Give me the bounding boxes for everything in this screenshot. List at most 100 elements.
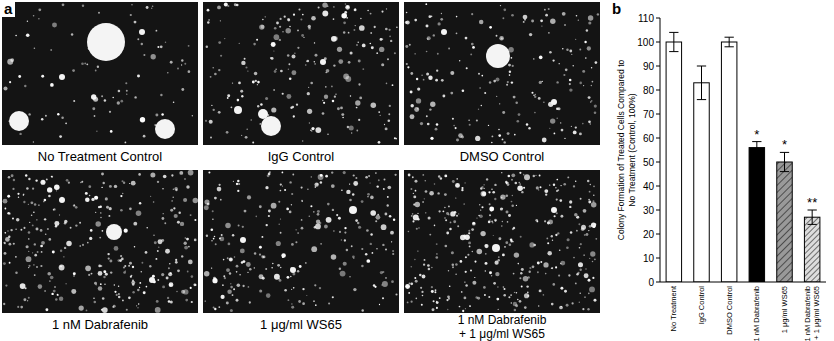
- cell-dot: [378, 179, 380, 181]
- cell-dot: [471, 13, 473, 15]
- cell-dot: [168, 267, 170, 269]
- cell-dot: [151, 54, 156, 59]
- cell-dot: [28, 238, 29, 239]
- cell-dot: [311, 16, 316, 21]
- cell-dot: [359, 96, 362, 99]
- cell-dot: [271, 42, 276, 47]
- cell-dot: [277, 264, 280, 267]
- cell-dot: [354, 8, 357, 11]
- cell-dot: [353, 29, 355, 31]
- cell-dot: [23, 194, 25, 196]
- cell-dot: [343, 262, 347, 266]
- cell-dot: [384, 124, 385, 125]
- error-cap: [725, 37, 734, 38]
- cell-dot: [37, 251, 39, 253]
- cell-dot: [503, 294, 506, 297]
- cell-dot: [131, 181, 136, 186]
- cell-dot: [318, 174, 324, 180]
- cell-dot: [236, 265, 239, 268]
- cell-dot: [168, 272, 172, 276]
- cell-dot: [337, 47, 342, 52]
- cell-dot: [368, 175, 370, 177]
- cell-dot: [109, 207, 112, 210]
- colony: [486, 44, 510, 68]
- cell-dot: [516, 292, 518, 294]
- cell-dot: [356, 107, 358, 109]
- cell-dot: [44, 199, 47, 202]
- cell-dot: [481, 206, 483, 208]
- cell-dot: [538, 97, 541, 100]
- cell-dot: [257, 105, 259, 107]
- cell-dot: [594, 258, 596, 260]
- cell-dot: [509, 74, 511, 76]
- y-tick: [656, 282, 660, 283]
- cell-dot: [328, 302, 330, 304]
- cell-dot: [584, 41, 586, 43]
- cell-dot: [433, 34, 435, 36]
- cell-dot: [306, 295, 307, 296]
- cell-dot: [551, 235, 553, 237]
- cell-dot: [438, 175, 440, 177]
- cell-dot: [511, 81, 513, 83]
- cell-dot: [3, 303, 5, 305]
- cell-dot: [318, 7, 320, 9]
- cell-dot: [16, 218, 20, 222]
- cell-dot: [85, 197, 90, 202]
- cell-dot: [588, 230, 589, 231]
- cell-dot: [91, 198, 94, 201]
- cell-dot: [564, 24, 566, 26]
- cell-dot: [513, 96, 516, 99]
- cell-dot: [325, 86, 327, 88]
- cell-dot: [416, 78, 418, 80]
- cell-dot: [120, 209, 123, 212]
- cell-dot: [405, 21, 408, 24]
- cell-dot: [143, 291, 146, 294]
- cell-dot: [562, 12, 566, 16]
- cell-dot: [514, 292, 515, 293]
- cell-dot: [513, 241, 514, 242]
- cell-dot: [109, 260, 112, 263]
- colony: [492, 244, 500, 252]
- cell-dot: [262, 19, 264, 21]
- cell-dot: [341, 13, 347, 19]
- cell-dot: [553, 283, 556, 286]
- cell-dot: [218, 306, 220, 308]
- colony: [551, 99, 557, 105]
- cell-dot: [100, 212, 101, 213]
- colony: [320, 59, 326, 65]
- cell-dot: [546, 238, 548, 240]
- cell-dot: [213, 109, 215, 111]
- cell-dot: [387, 58, 389, 60]
- cell-dot: [376, 52, 378, 54]
- cell-dot: [64, 247, 66, 249]
- cell-dot: [488, 221, 491, 224]
- cell-dot: [226, 131, 229, 134]
- cell-dot: [542, 81, 543, 82]
- cell-dot: [408, 292, 410, 294]
- cell-dot: [441, 79, 444, 82]
- cell-dot: [517, 186, 523, 192]
- cell-dot: [119, 259, 122, 262]
- cell-dot: [591, 202, 597, 208]
- cell-dot: [307, 109, 312, 114]
- cell-dot: [297, 232, 299, 234]
- cell-dot: [208, 19, 210, 21]
- cell-dot: [393, 219, 395, 221]
- cell-dot: [170, 300, 173, 303]
- cell-dot: [520, 272, 522, 274]
- cell-dot: [511, 57, 513, 59]
- cell-dot: [7, 230, 8, 231]
- cell-dot: [342, 117, 344, 119]
- cell-dot: [75, 224, 77, 226]
- cell-dot: [585, 268, 587, 270]
- cell-dot: [146, 227, 147, 228]
- cell-dot: [501, 225, 503, 227]
- bar: [777, 162, 792, 282]
- cell-dot: [191, 275, 194, 278]
- cell-dot: [221, 234, 223, 236]
- cell-dot: [498, 237, 501, 240]
- colony: [290, 267, 296, 273]
- cell-dot: [271, 107, 276, 112]
- cell-dot: [171, 200, 172, 201]
- cell-dot: [559, 306, 563, 310]
